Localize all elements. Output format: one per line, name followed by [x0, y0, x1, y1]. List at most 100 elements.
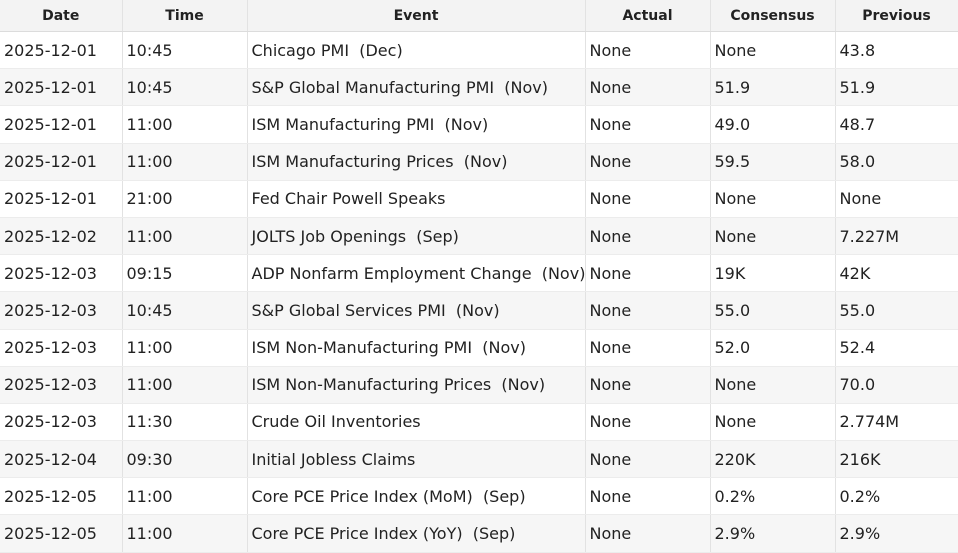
table-cell: 10:45: [122, 31, 248, 70]
table-cell: 2025-12-01: [0, 143, 123, 181]
header-row: Date Time Event Actual Consensus Previous: [0, 0, 958, 32]
table-row: 2025-12-02 11:00 JOLTS Job Openings (Sep) N…: [0, 217, 958, 256]
table-cell: None: [585, 291, 711, 330]
table-cell: 0.2%: [835, 477, 958, 516]
table-cell: Core PCE Price Index (MoM) (Sep): [247, 477, 586, 516]
table-cell: 11:00: [122, 105, 248, 144]
table-cell: None: [585, 180, 711, 218]
table-cell: None: [585, 514, 711, 553]
table-cell: None: [710, 217, 836, 256]
column-header: Date: [0, 0, 123, 32]
table-cell: 11:00: [122, 329, 248, 367]
table-cell: None: [585, 31, 711, 70]
table-cell: S&P Global Services PMI (Nov): [247, 291, 586, 330]
table-row: 2025-12-01 11:00 ISM Manufacturing Prices …: [0, 143, 958, 181]
table-cell: Chicago PMI (Dec): [247, 31, 586, 70]
table-cell: None: [585, 477, 711, 516]
table-cell: 58.0: [835, 143, 958, 181]
column-header: Time: [122, 0, 248, 32]
table-cell: 11:00: [122, 514, 248, 553]
table-cell: 2025-12-01: [0, 180, 123, 218]
table-cell: 51.9: [710, 68, 836, 107]
table-row: 2025-12-03 10:45 S&P Global Services PMI (…: [0, 291, 958, 330]
table-cell: None: [585, 366, 711, 404]
table-cell: 2.9%: [710, 514, 836, 553]
table-cell: 2025-12-01: [0, 68, 123, 107]
table-cell: None: [585, 68, 711, 107]
table-cell: 2025-12-05: [0, 477, 123, 516]
table-cell: None: [585, 143, 711, 181]
table-row: 2025-12-01 10:45 S&P Global Manufacturing …: [0, 68, 958, 107]
table-row: 2025-12-05 11:00 Core PCE Price Index (MoM…: [0, 477, 958, 516]
table-cell: 220K: [710, 440, 836, 479]
table-cell: 59.5: [710, 143, 836, 181]
table-cell: ISM Non-Manufacturing Prices (Nov): [247, 366, 586, 404]
table-cell: 7.227M: [835, 217, 958, 256]
table-cell: 2.774M: [835, 403, 958, 442]
table-cell: 51.9: [835, 68, 958, 107]
table-cell: None: [585, 105, 711, 144]
table-row: 2025-12-01 10:45 Chicago PMI (Dec) None None…: [0, 31, 958, 70]
table-cell: 48.7: [835, 105, 958, 144]
table-cell: JOLTS Job Openings (Sep): [247, 217, 586, 256]
table-cell: None: [585, 217, 711, 256]
table-cell: 19K: [710, 254, 836, 293]
table-cell: 55.0: [710, 291, 836, 330]
table-cell: 11:00: [122, 366, 248, 404]
table-cell: None: [710, 180, 836, 218]
table-cell: 216K: [835, 440, 958, 479]
table-row: 2025-12-01 21:00 Fed Chair Powell Speaks No…: [0, 180, 958, 218]
table-cell: 2025-12-03: [0, 366, 123, 404]
table-cell: 49.0: [710, 105, 836, 144]
table-row: 2025-12-03 11:00 ISM Non-Manufacturing Pri…: [0, 366, 958, 404]
table-cell: 42K: [835, 254, 958, 293]
table-header: Date Time Event Actual Consensus Previous: [0, 0, 958, 32]
table-cell: 11:00: [122, 477, 248, 516]
table-cell: 70.0: [835, 366, 958, 404]
table-cell: 2025-12-03: [0, 403, 123, 442]
column-header: Actual: [585, 0, 711, 32]
table-cell: 52.4: [835, 329, 958, 367]
table-cell: ISM Manufacturing Prices (Nov): [247, 143, 586, 181]
table-cell: 09:30: [122, 440, 248, 479]
table-cell: 0.2%: [710, 477, 836, 516]
table-cell: S&P Global Manufacturing PMI (Nov): [247, 68, 586, 107]
column-header: Consensus: [710, 0, 836, 32]
table-cell: 52.0: [710, 329, 836, 367]
column-header: Previous: [835, 0, 958, 32]
table-cell: None: [585, 254, 711, 293]
table-cell: ISM Manufacturing PMI (Nov): [247, 105, 586, 144]
table-cell: 2025-12-03: [0, 254, 123, 293]
table-cell: None: [835, 180, 958, 218]
table-cell: 10:45: [122, 291, 248, 330]
table-cell: 10:45: [122, 68, 248, 107]
table-cell: 11:00: [122, 217, 248, 256]
table-cell: 2025-12-01: [0, 31, 123, 70]
table-cell: ADP Nonfarm Employment Change (Nov): [247, 254, 586, 293]
table-cell: None: [710, 403, 836, 442]
table-cell: 11:00: [122, 143, 248, 181]
table-cell: 43.8: [835, 31, 958, 70]
table-cell: 2.9%: [835, 514, 958, 553]
table-cell: Core PCE Price Index (YoY) (Sep): [247, 514, 586, 553]
table-cell: 2025-12-03: [0, 329, 123, 367]
table-row: 2025-12-03 09:15 ADP Nonfarm Employment Ch…: [0, 254, 958, 293]
table-cell: None: [585, 329, 711, 367]
table-cell: 55.0: [835, 291, 958, 330]
table-cell: Initial Jobless Claims: [247, 440, 586, 479]
column-header: Event: [247, 0, 586, 32]
table-body: 2025-12-01 10:45 Chicago PMI (Dec) None None…: [0, 31, 958, 553]
table-cell: Fed Chair Powell Speaks: [247, 180, 586, 218]
table-row: 2025-12-01 11:00 ISM Manufacturing PMI (No…: [0, 105, 958, 144]
table-cell: None: [585, 440, 711, 479]
table-cell: None: [585, 403, 711, 442]
table-row: 2025-12-05 11:00 Core PCE Price Index (YoY…: [0, 514, 958, 553]
table-cell: 11:30: [122, 403, 248, 442]
table-cell: 09:15: [122, 254, 248, 293]
table-cell: 2025-12-03: [0, 291, 123, 330]
table-cell: 2025-12-01: [0, 105, 123, 144]
table-cell: None: [710, 366, 836, 404]
table-row: 2025-12-04 09:30 Initial Jobless Claims Non…: [0, 440, 958, 479]
